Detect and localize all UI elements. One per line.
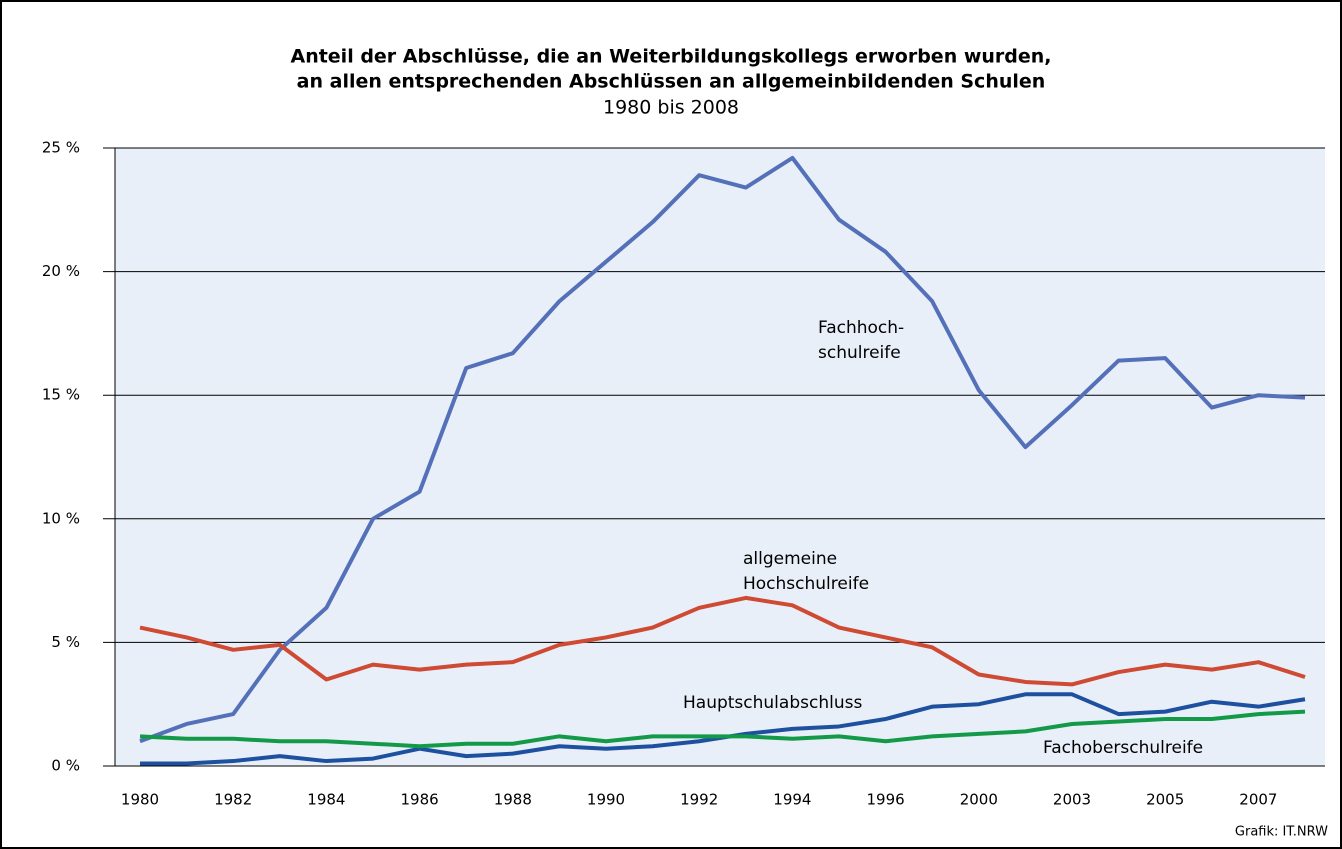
x-tick-label: 1980	[121, 791, 159, 809]
x-tick-label: 2000	[960, 791, 998, 809]
series-label: Hauptschulabschluss	[683, 693, 862, 713]
x-tick-label: 2005	[1146, 791, 1184, 809]
series-label: Fachoberschulreife	[1043, 738, 1203, 758]
series-line	[139, 709, 1306, 749]
chart-subtitle: 1980 bis 2008	[603, 97, 739, 119]
x-tick-label: 1984	[307, 791, 345, 809]
y-tick-label: 20 %	[42, 262, 80, 280]
series-label: schulreife	[818, 343, 901, 363]
y-tick-label: 15 %	[42, 386, 80, 404]
series-line	[139, 155, 1306, 744]
series-line	[139, 595, 1306, 687]
plot-area	[115, 148, 1325, 766]
x-tick-label: 1982	[214, 791, 252, 809]
x-tick-label: 1994	[773, 791, 811, 809]
y-tick-label: 25 %	[42, 139, 80, 157]
x-tick-label: 2003	[1053, 791, 1091, 809]
chart-title: an allen entsprechenden Abschlüssen an a…	[297, 71, 1046, 93]
x-tick-label: 1996	[867, 791, 905, 809]
x-tick-label: 1990	[587, 791, 625, 809]
series-label: allgemeine	[743, 549, 837, 569]
source: Grafik: IT.NRW	[1235, 825, 1328, 840]
x-tick-label: 2007	[1239, 791, 1277, 809]
series-label: Fachhoch-	[818, 318, 904, 338]
y-tick-label: 10 %	[42, 509, 80, 527]
y-tick-label: 0 %	[51, 757, 80, 775]
chart-title: Anteil der Abschlüsse, die an Weiterbild…	[290, 46, 1051, 68]
series-label: Hochschulreife	[743, 574, 869, 594]
x-tick-label: 1986	[401, 791, 439, 809]
x-tick-label: 1992	[680, 791, 718, 809]
x-tick-label: 1988	[494, 791, 532, 809]
y-tick-label: 5 %	[51, 633, 80, 651]
